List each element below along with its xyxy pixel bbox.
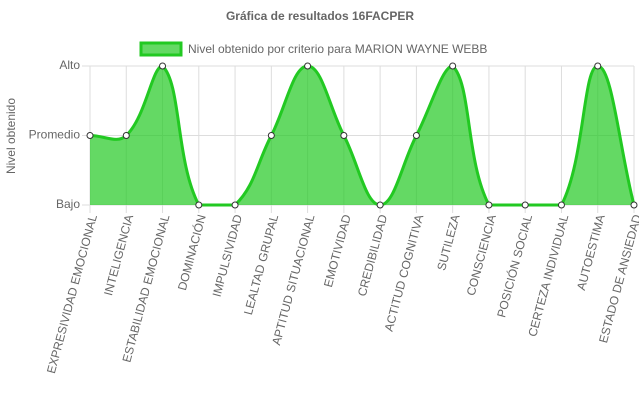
x-tick-label: CREDIBILIDAD — [355, 213, 390, 298]
point — [195, 201, 203, 209]
legend-label: Nivel obtenido por criterio para MARION … — [188, 42, 487, 56]
point — [376, 201, 384, 209]
point — [86, 132, 94, 139]
x-tick-label: POSICIÓN SOCIAL — [493, 212, 535, 319]
y-tick-label: Alto — [59, 58, 80, 72]
x-tick-label: SUTILEZA — [434, 213, 462, 272]
point — [122, 132, 130, 139]
x-tick-label: DOMINACIÓN — [174, 213, 209, 292]
point — [594, 62, 602, 70]
x-tick-label: INTELIGENCIA — [101, 213, 136, 297]
x-tick-label: CONSCIENCIA — [464, 213, 499, 297]
point — [231, 201, 239, 209]
y-axis-title: Nivel obtenido — [4, 98, 18, 174]
x-tick-label: EMOTIVIDAD — [321, 213, 354, 289]
area — [90, 66, 634, 205]
point — [304, 62, 312, 70]
point — [485, 201, 493, 209]
legend-swatch — [139, 41, 183, 57]
point — [159, 62, 167, 70]
x-tick-label: IMPULSIVIDAD — [210, 213, 246, 299]
x-tick-label: ACTITUD COGNITIVA — [382, 213, 427, 333]
y-tick-label: Promedio — [29, 128, 81, 142]
point — [521, 201, 529, 209]
point — [267, 132, 275, 139]
point — [449, 62, 457, 70]
x-tick-label: CERTEZA INDIVIDUAL — [525, 213, 571, 338]
x-tick-label: LEALTAD GRUPAL — [241, 213, 281, 317]
x-tick-label: EXPRESIVIDAD EMOCIONAL — [44, 213, 100, 375]
point — [340, 132, 348, 139]
x-tick-label: AUTOESTIMA — [574, 213, 608, 292]
point — [412, 132, 420, 139]
point — [557, 201, 565, 209]
point — [630, 201, 638, 209]
y-tick-label: Bajo — [56, 197, 80, 211]
chart-title: Gráfica de resultados 16FACPER — [226, 9, 414, 23]
